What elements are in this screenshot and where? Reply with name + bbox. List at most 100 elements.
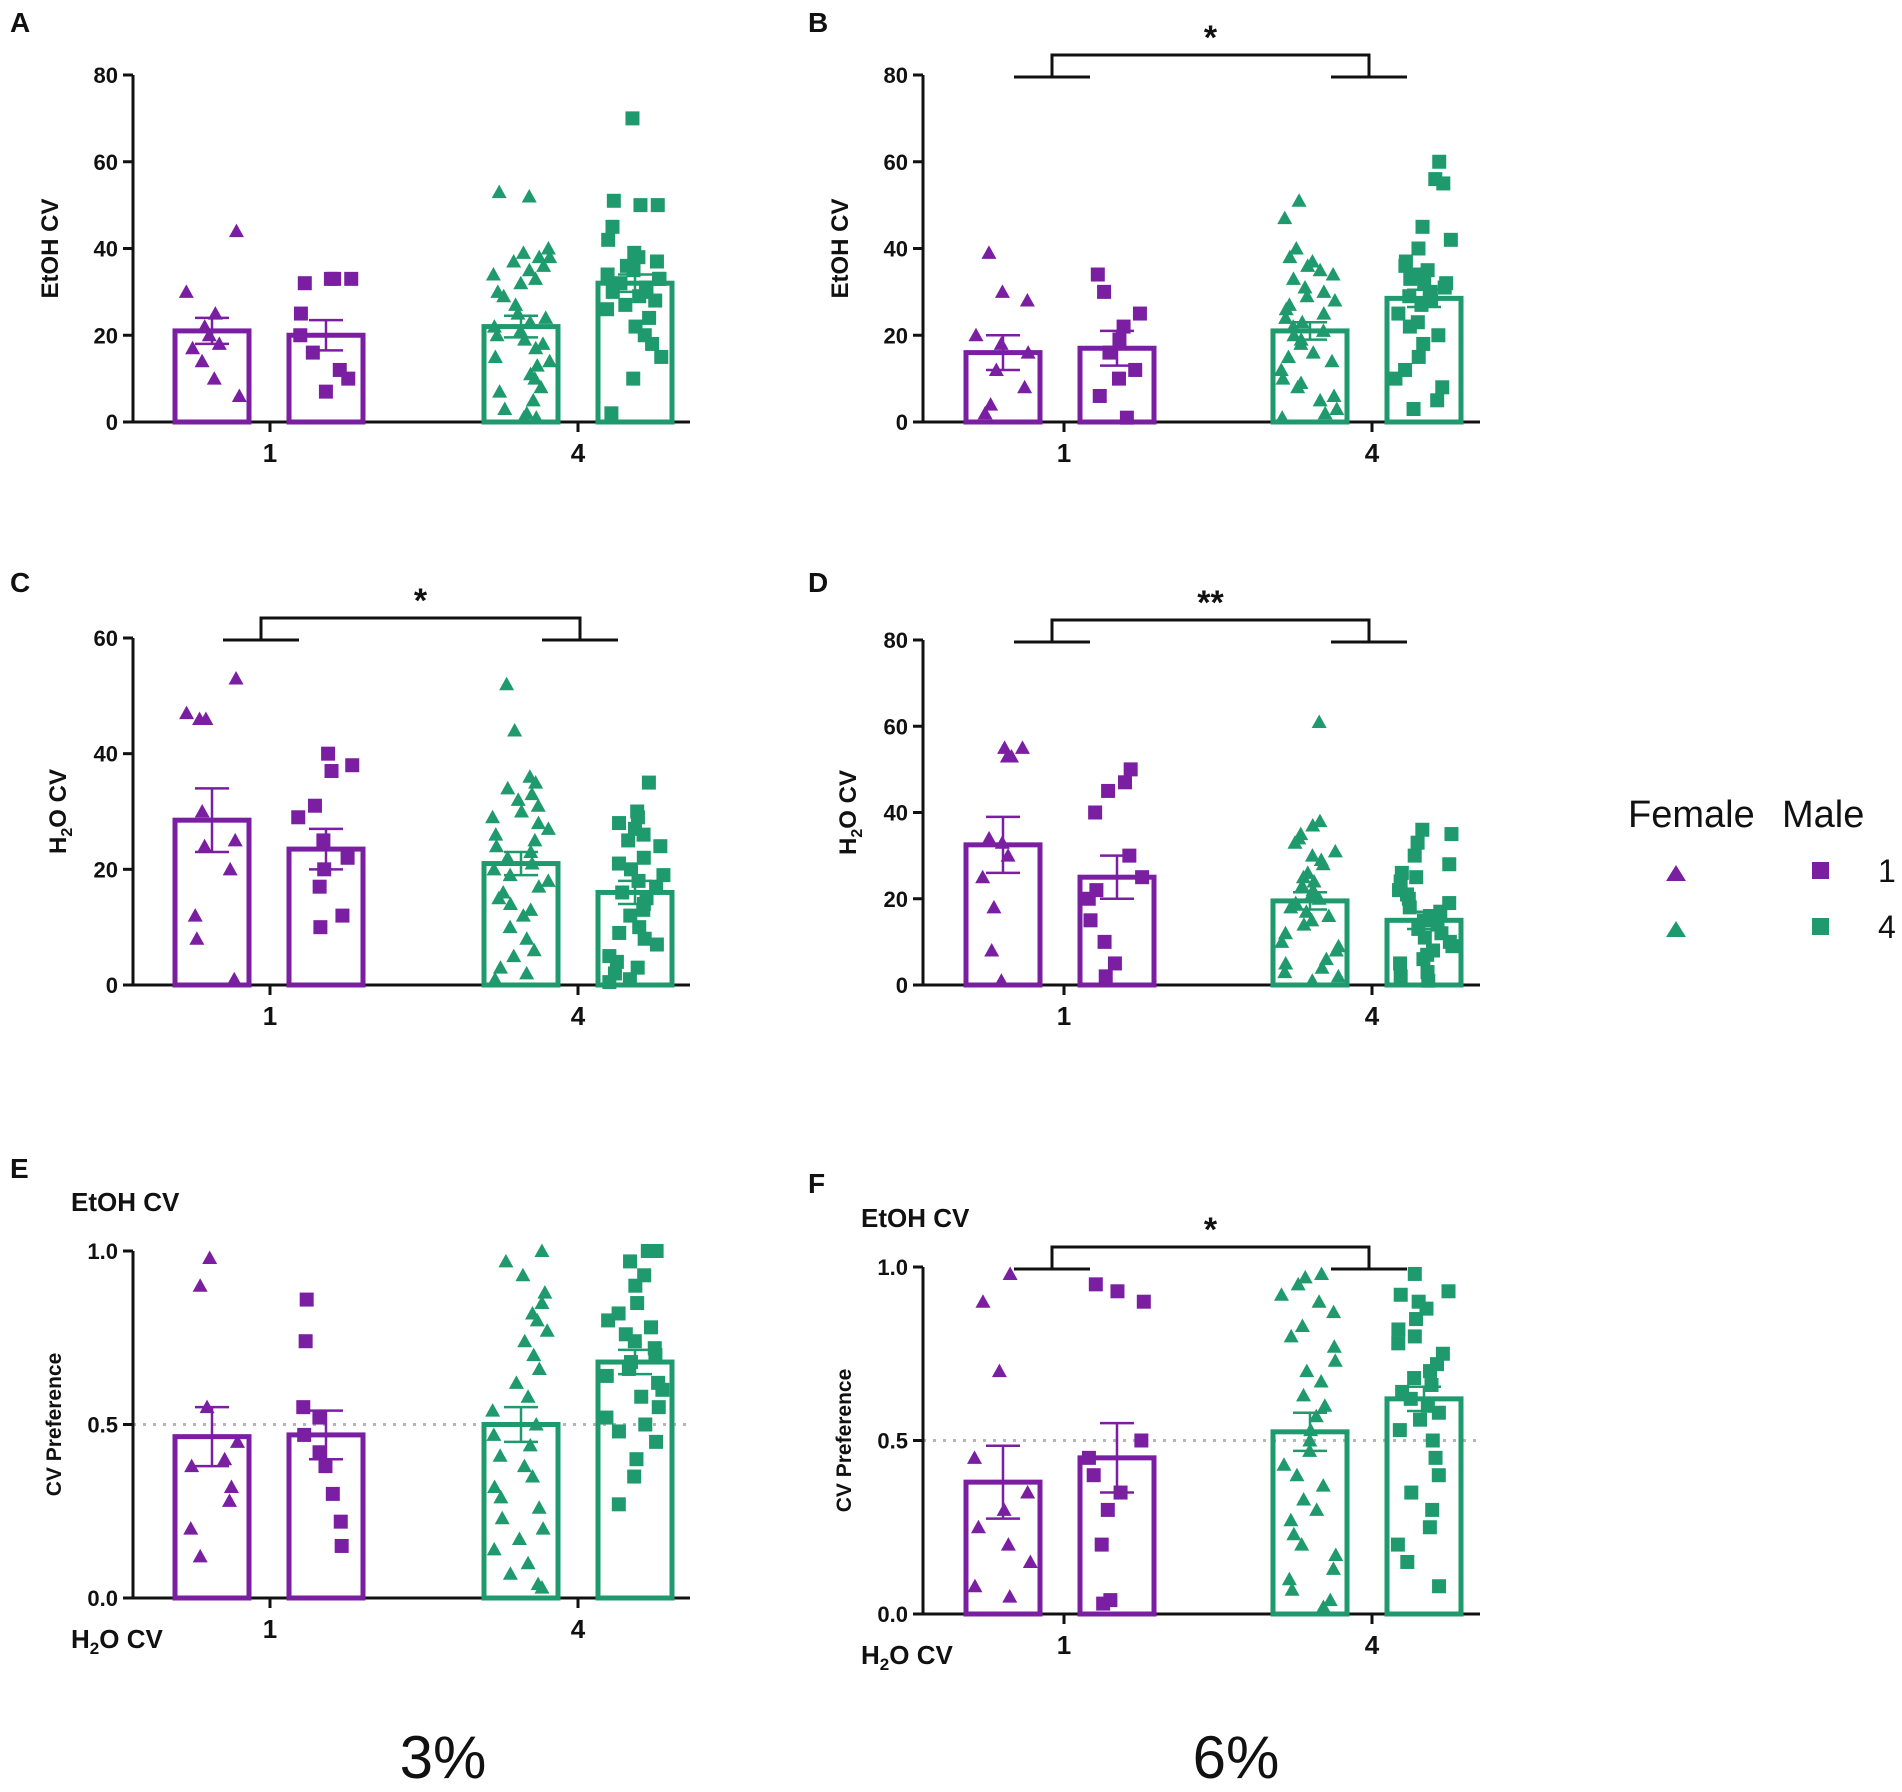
data-point [1437, 280, 1452, 295]
data-point [508, 297, 524, 311]
data-point [514, 804, 530, 818]
y-tick-label: 40 [884, 237, 908, 262]
data-point [1019, 293, 1035, 307]
data-point [1305, 817, 1321, 832]
data-point [1311, 714, 1327, 728]
data-point [1293, 336, 1309, 350]
y-tick-label: 0.0 [877, 1602, 908, 1627]
data-point [1417, 930, 1432, 945]
data-point [627, 1334, 642, 1349]
significance-bracket: * [1014, 1211, 1407, 1271]
data-point [1415, 822, 1430, 837]
data-point [1328, 1547, 1344, 1562]
y-tick-label: 0 [896, 973, 908, 998]
data-point [996, 1502, 1012, 1516]
data-point [1328, 943, 1344, 957]
panel-d: D 0 20 40 60 80 1 4 H2O CV ** [808, 567, 1480, 1031]
data-point [335, 908, 350, 923]
data-point [1101, 783, 1116, 798]
y-tick-label: 40 [884, 801, 908, 826]
data-point [1325, 267, 1341, 281]
series-male-line-1 [1077, 1277, 1157, 1617]
panel-letter: A [10, 7, 30, 38]
legend-female-1-triangle-icon [1666, 865, 1686, 881]
series-female-line-1 [963, 740, 1043, 988]
data-point [519, 931, 535, 945]
data-point [486, 1427, 502, 1441]
data-point [298, 1334, 313, 1349]
data-point [993, 336, 1009, 350]
data-point [1086, 1468, 1101, 1483]
data-point [183, 1521, 199, 1535]
data-point [487, 349, 503, 363]
data-point [344, 271, 359, 286]
series-male-line-4 [1384, 1266, 1464, 1617]
data-point [1092, 388, 1107, 403]
y-axis-label: EtOH CV [37, 198, 64, 298]
data-point [648, 1348, 663, 1363]
data-point [299, 1292, 314, 1307]
data-point [1288, 241, 1304, 255]
x-tick-label: 4 [1365, 1001, 1380, 1031]
data-point [1431, 1468, 1446, 1483]
data-point [1285, 319, 1301, 333]
data-point [605, 284, 620, 299]
data-point [1289, 1467, 1305, 1482]
data-point [626, 263, 641, 278]
data-point [531, 1500, 547, 1514]
data-point [1393, 969, 1408, 984]
data-point [211, 336, 227, 350]
data-point [1407, 848, 1422, 863]
panel-letter: E [10, 1153, 29, 1184]
data-point [500, 850, 516, 864]
data-point [508, 1375, 524, 1389]
data-point [601, 1313, 616, 1328]
data-point [1287, 835, 1303, 849]
x-tick-label: 4 [571, 1001, 586, 1031]
data-point [1278, 310, 1294, 324]
data-point [187, 908, 203, 922]
data-point [511, 1531, 527, 1546]
data-point [651, 1400, 666, 1415]
x-tick-label: 1 [263, 1614, 277, 1644]
data-point [184, 1458, 200, 1473]
data-point [222, 861, 238, 876]
data-point [623, 862, 638, 877]
data-point [189, 931, 205, 945]
data-point [1413, 1412, 1428, 1427]
data-point [1316, 306, 1332, 320]
data-point [1321, 908, 1337, 922]
data-point [528, 340, 544, 355]
data-point [198, 711, 214, 725]
data-point [1317, 1398, 1333, 1412]
data-point [643, 1320, 658, 1335]
data-point [621, 833, 636, 848]
data-point [515, 245, 531, 259]
data-point [1110, 1284, 1125, 1299]
data-point [1291, 193, 1307, 207]
data-point [1294, 1318, 1310, 1332]
data-point [628, 1278, 643, 1293]
data-point [502, 919, 518, 934]
data-point [649, 254, 664, 269]
data-point [1314, 960, 1330, 974]
bracket-main [259, 616, 582, 640]
data-point [297, 1427, 312, 1442]
data-point [1274, 934, 1290, 948]
data-point [1407, 1371, 1422, 1386]
data-point [1420, 263, 1435, 278]
data-point [1000, 1537, 1016, 1551]
series-male-line-1 [1077, 267, 1157, 425]
panel-letter: F [808, 1168, 825, 1199]
data-point [1097, 284, 1112, 299]
data-point [1327, 293, 1343, 307]
data-point [1424, 1377, 1439, 1392]
data-point [1283, 899, 1299, 914]
data-point [1416, 336, 1431, 351]
data-point [510, 792, 526, 806]
data-point [1425, 1433, 1440, 1448]
data-point [542, 353, 558, 368]
data-point [489, 327, 505, 342]
data-point [542, 249, 558, 264]
data-point [201, 327, 217, 342]
